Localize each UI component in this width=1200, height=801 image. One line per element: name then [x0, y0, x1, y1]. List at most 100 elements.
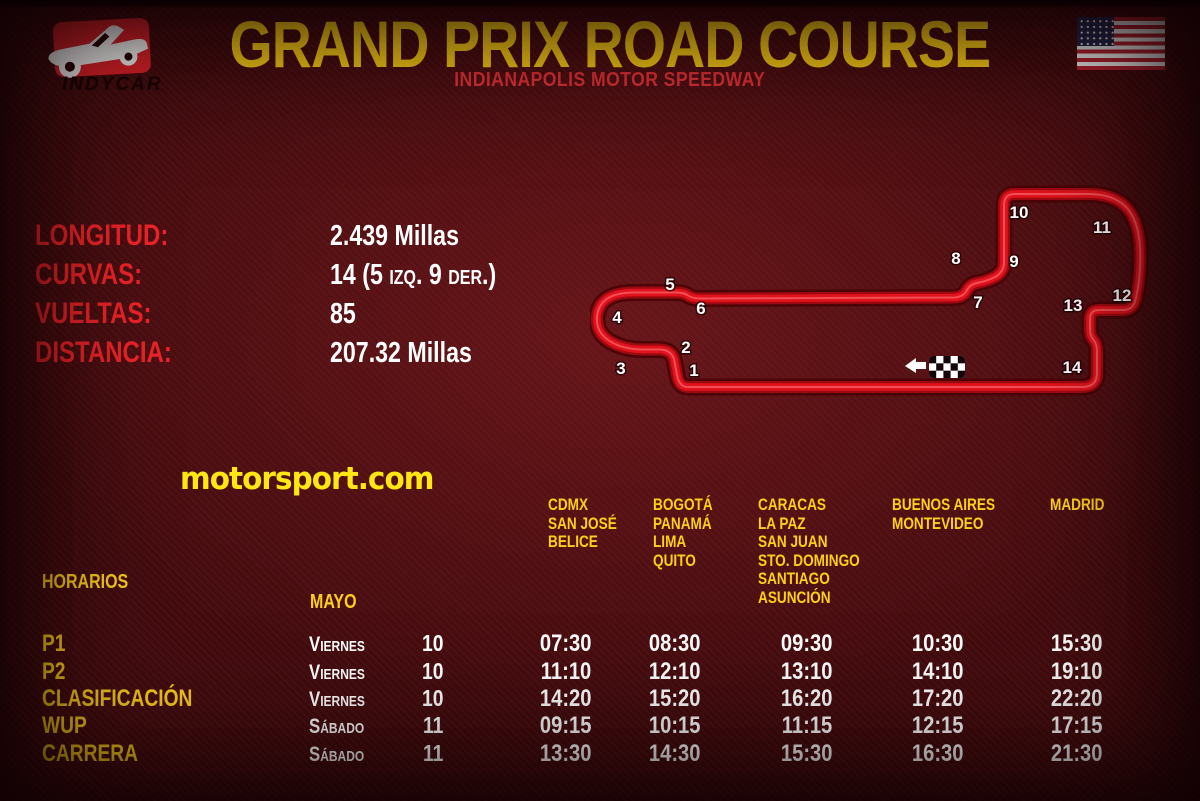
turn-number: 1 — [689, 361, 698, 380]
time-cell: 22:20 — [1051, 685, 1103, 712]
turn-number: 10 — [1010, 203, 1029, 222]
finish-marker — [905, 356, 965, 378]
page-subtitle-text: INDIANAPOLIS MOTOR SPEEDWAY — [454, 69, 766, 91]
timezone-city: LA PAZ — [758, 513, 806, 533]
schedule-month-header: MAYO — [310, 591, 357, 613]
turn-number: 3 — [616, 359, 625, 378]
timezone-city: MADRID — [1050, 495, 1105, 514]
timezone-city: CDMX — [548, 495, 589, 514]
turn-number: 13 — [1064, 296, 1083, 315]
timezone-city: STO. DOMINGO — [758, 550, 860, 570]
top-edge-shadow — [0, 0, 1200, 8]
session-label: P2 — [42, 658, 66, 685]
turn-number: 9 — [1009, 252, 1018, 271]
time-cell: 15:30 — [1051, 630, 1103, 657]
time-cell: 07:30 — [540, 630, 592, 657]
timezone-header-caracas: CARACAS LA PAZ SAN JUAN STO. DOMINGO SAN… — [758, 495, 885, 607]
timezone-city: BOGOTÁ — [653, 495, 713, 514]
time-cell: 11:10 — [540, 658, 592, 685]
time-cell: 13:30 — [540, 740, 592, 767]
schedule-row-carrera: CARRERA Sábado 11 13:30 14:30 15:30 16:3… — [0, 742, 1200, 769]
indycar-logo: INDYCAR — [34, 14, 184, 100]
date-cell: 10 — [422, 685, 444, 711]
date-cell: 11 — [422, 712, 444, 738]
time-cell: 16:30 — [912, 740, 964, 767]
stat-label-curvas: CURVAS: — [35, 258, 143, 291]
timezone-city: SANTIAGO — [758, 569, 830, 588]
page-subtitle: INDIANAPOLIS MOTOR SPEEDWAY — [20, 69, 1200, 92]
time-cell: 13:10 — [781, 658, 833, 685]
day-cell: Viernes — [309, 688, 365, 711]
schedule-row-clasificacion: CLASIFICACIÓN Viernes 10 14:20 15:20 16:… — [0, 687, 1200, 714]
timezone-city: SAN JUAN — [758, 532, 828, 551]
session-label: P1 — [42, 630, 66, 657]
schedule-row-wup: WUP Sábado 11 09:15 10:15 11:15 12:15 17… — [0, 714, 1200, 741]
turn-number: 5 — [665, 275, 674, 294]
timezone-city: PANAMÁ — [653, 513, 712, 533]
us-flag-canton — [1077, 17, 1114, 46]
time-cell: 16:20 — [781, 685, 833, 712]
turn-number: 14 — [1063, 358, 1082, 377]
track-map: 1 2 3 4 5 6 7 8 9 10 11 12 13 14 — [590, 178, 1200, 410]
schedule-row-p1: P1 Viernes 10 07:30 08:30 09:30 10:30 15… — [0, 632, 1200, 659]
day-cell: Viernes — [309, 633, 365, 656]
time-cell: 21:30 — [1051, 740, 1103, 767]
day-cell: Viernes — [309, 661, 365, 684]
timezone-city: CARACAS — [758, 495, 826, 514]
time-cell: 12:10 — [649, 658, 701, 685]
timezone-header-bogota: BOGOTÁ PANAMÁ LIMA QUITO — [653, 495, 728, 570]
timezone-city: SAN JOSÉ — [548, 513, 617, 533]
stat-value-distancia: 207.32 Millas — [330, 337, 472, 369]
time-cell: 12:15 — [912, 712, 964, 739]
day-cell: Sábado — [309, 715, 365, 738]
stat-value-curvas: 14 (5 izq. 9 der.) — [330, 259, 497, 291]
date-cell: 10 — [422, 658, 444, 684]
time-cell: 14:20 — [540, 685, 592, 712]
timezone-header-cdmx: CDMX SAN JOSÉ BELICE — [548, 495, 634, 552]
motorsport-logo: motorsport.com — [180, 461, 434, 497]
schedule-row-p2: P2 Viernes 10 11:10 12:10 13:10 14:10 19… — [0, 660, 1200, 687]
page-title: GRAND PRIX ROAD COURSE — [20, 11, 1200, 77]
turn-numbers: 1 2 3 4 5 6 7 8 9 10 11 12 13 14 — [611, 202, 1133, 382]
us-flag-icon — [1077, 17, 1165, 70]
time-cell: 19:10 — [1051, 658, 1103, 685]
stat-label-distancia: DISTANCIA: — [35, 336, 172, 369]
timezone-header-buenos-aires: BUENOS AIRES MONTEVIDEO — [892, 495, 1021, 533]
timezone-header-madrid: MADRID — [1050, 495, 1118, 515]
stat-label-vueltas: VUELTAS: — [35, 297, 152, 330]
session-label: CARRERA — [42, 740, 138, 767]
timezone-city: BELICE — [548, 532, 598, 551]
time-cell: 14:10 — [912, 658, 964, 685]
stat-value-vueltas: 85 — [330, 298, 356, 330]
turn-number: 2 — [681, 338, 690, 357]
time-cell: 17:20 — [912, 685, 964, 712]
turn-number: 7 — [973, 293, 982, 312]
page-title-text: GRAND PRIX ROAD COURSE — [229, 7, 992, 81]
stat-value-longitud: 2.439 Millas — [330, 220, 459, 252]
timezone-city: LIMA — [653, 532, 687, 551]
time-cell: 15:20 — [649, 685, 701, 712]
time-cell: 09:30 — [781, 630, 833, 657]
turn-number: 6 — [696, 299, 705, 318]
date-cell: 11 — [422, 740, 444, 766]
time-cell: 09:15 — [540, 712, 592, 739]
turn-number: 8 — [951, 249, 960, 268]
indycar-wordmark: INDYCAR — [62, 74, 163, 95]
day-cell: Sábado — [309, 743, 365, 766]
session-label: WUP — [42, 712, 87, 739]
stat-label-longitud: LONGITUD: — [35, 219, 169, 252]
time-cell: 14:30 — [649, 740, 701, 767]
turn-number: 11 — [1093, 218, 1111, 237]
schedule-title: HORARIOS — [42, 571, 129, 593]
timezone-city: BUENOS AIRES — [892, 495, 996, 514]
time-cell: 11:15 — [781, 712, 833, 739]
checkered-flag-icon — [929, 356, 965, 378]
time-cell: 17:15 — [1051, 712, 1103, 739]
turn-number: 4 — [612, 308, 622, 327]
timezone-city: ASUNCIÓN — [758, 587, 831, 607]
time-cell: 15:30 — [781, 740, 833, 767]
turn-number: 12 — [1113, 286, 1132, 305]
indycar-car-icon — [48, 18, 151, 78]
timezone-city: MONTEVIDEO — [892, 513, 984, 533]
time-cell: 08:30 — [649, 630, 701, 657]
